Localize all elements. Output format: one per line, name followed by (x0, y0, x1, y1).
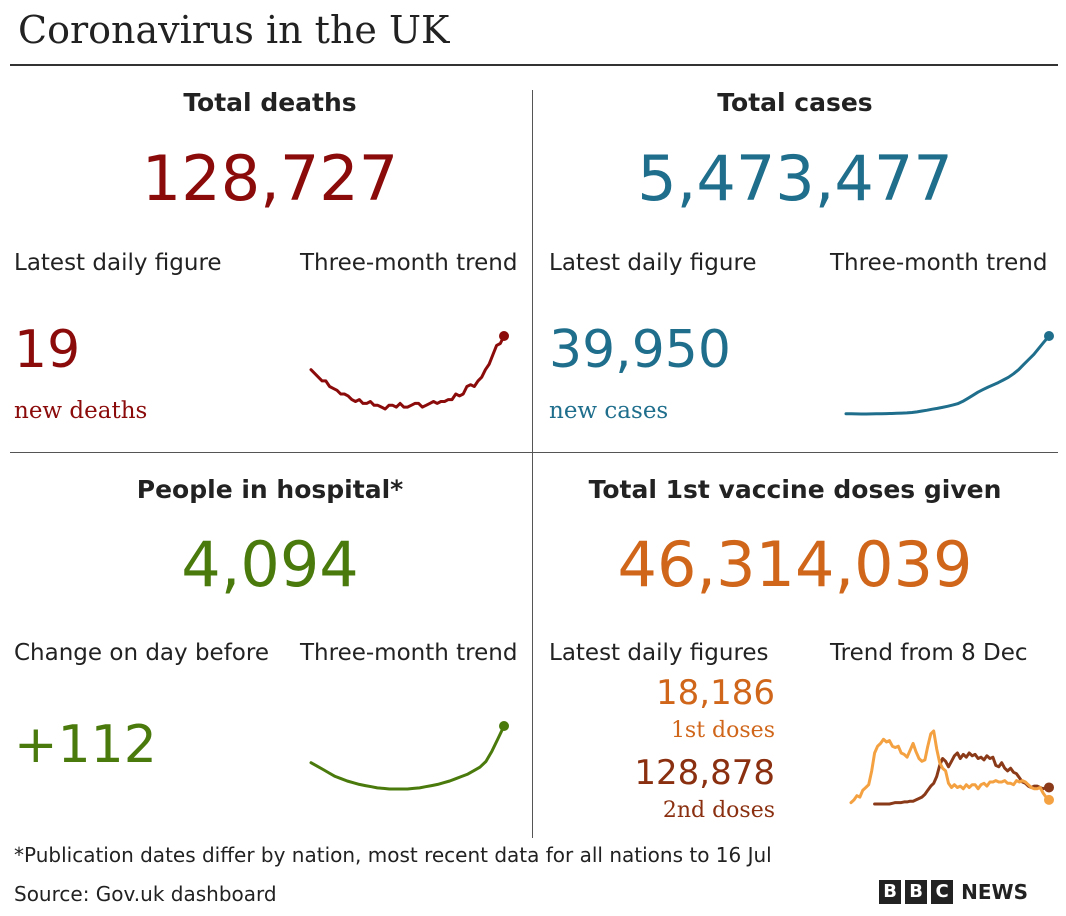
cases-daily-value: 39,950 (549, 320, 731, 380)
vaccine-first-value: 18,186 (656, 673, 775, 713)
logo-letter: B (905, 880, 928, 904)
vaccine-first-label: 1st doses (670, 718, 775, 743)
deaths-latest-label: Latest daily figure (14, 250, 222, 276)
hospital-trend-line (309, 724, 506, 791)
page-title: Coronavirus in the UK (18, 8, 450, 52)
vaccine-first-doses-end-point (1044, 794, 1054, 805)
vertical-divider (532, 90, 533, 838)
logo-letter: B (879, 880, 902, 904)
hospital-trend-chart (309, 721, 509, 791)
deaths-daily-sub: new deaths (14, 398, 148, 424)
deaths-trend-end-point (499, 331, 509, 341)
deaths-heading: Total deaths (183, 88, 357, 117)
title-rule (10, 64, 1058, 66)
cases-trend-end-point (1044, 331, 1054, 341)
deaths-total: 128,727 (141, 142, 399, 215)
cases-total: 5,473,477 (637, 142, 953, 215)
cases-daily-sub: new cases (549, 398, 669, 424)
deaths-trend-chart (309, 331, 509, 411)
deaths-trend-label: Three-month trend (300, 250, 518, 276)
hospital-trend-label: Three-month trend (300, 640, 518, 666)
vaccine-heading: Total 1st vaccine doses given (588, 475, 1002, 504)
footnote: *Publication dates differ by nation, mos… (14, 843, 772, 867)
vaccine-second-value: 128,878 (634, 753, 775, 793)
horizontal-divider (10, 452, 1058, 453)
deaths-trend-line (309, 334, 506, 411)
vaccine-second-label: 2nd doses (662, 798, 775, 823)
hospital-total: 4,094 (181, 528, 359, 601)
vaccine-trend-chart (849, 729, 1054, 806)
logo-letter: C (931, 880, 954, 904)
cases-heading: Total cases (717, 88, 873, 117)
vaccine-first-doses-line (849, 729, 1051, 805)
vaccine-second-doses-line (873, 751, 1051, 806)
cases-latest-label: Latest daily figure (549, 250, 757, 276)
vaccine-latest-label: Latest daily figures (549, 640, 769, 666)
logo-word: NEWS (961, 880, 1028, 904)
cases-trend-line (844, 334, 1051, 416)
cases-trend-chart (844, 331, 1054, 416)
cases-trend-label: Three-month trend (830, 250, 1048, 276)
hospital-trend-end-point (499, 721, 509, 731)
hospital-latest-label: Change on day before (14, 640, 269, 666)
hospital-change-value: +112 (14, 715, 157, 775)
vaccine-second-doses-end-point (1044, 782, 1054, 793)
vaccine-trend-label: Trend from 8 Dec (830, 640, 1028, 666)
source-text: Source: Gov.uk dashboard (14, 882, 277, 906)
deaths-daily-value: 19 (14, 320, 81, 380)
vaccine-total: 46,314,039 (617, 528, 973, 601)
bbc-news-logo: B B C NEWS (879, 880, 1028, 904)
hospital-heading: People in hospital* (136, 475, 404, 504)
